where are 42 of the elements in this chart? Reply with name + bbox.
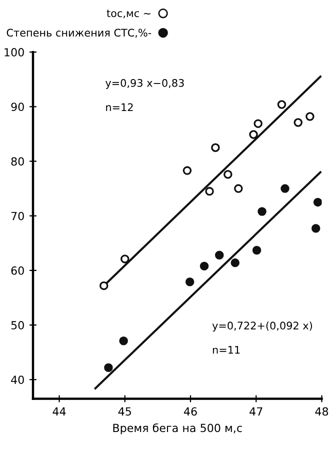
x-axis-title: Время бега на 500 м,с xyxy=(113,423,242,434)
legend-label: Степень снижения СТС,%- xyxy=(6,28,152,38)
annotation: y=0,722+(0,092 x) xyxy=(212,321,312,332)
point xyxy=(100,281,108,290)
point xyxy=(280,184,290,193)
point xyxy=(182,166,192,175)
legend-label: tос,мс ~ xyxy=(106,10,151,18)
point xyxy=(249,130,258,139)
y-tick-label: 50 xyxy=(11,320,24,330)
x-tick-label: 45 xyxy=(118,407,131,416)
y-tick-label: 90 xyxy=(11,102,24,112)
y-tick-label: 40 xyxy=(11,376,24,384)
point xyxy=(277,100,286,109)
annotation: n=11 xyxy=(212,346,240,354)
x-tick-label: 44 xyxy=(52,407,66,416)
point xyxy=(205,186,214,196)
x-tick-label: 48 xyxy=(315,407,328,416)
annotation: y=0,93 x−0,83 xyxy=(106,79,184,89)
y-tick-label: 70 xyxy=(11,212,24,220)
point xyxy=(311,224,320,233)
point xyxy=(200,262,209,270)
y-tick-label: 80 xyxy=(11,157,24,166)
point xyxy=(104,363,113,372)
point xyxy=(306,112,314,121)
annotation: n=12 xyxy=(106,103,133,112)
point xyxy=(254,119,262,128)
y-tick-label: 60 xyxy=(11,266,24,275)
point xyxy=(224,170,232,179)
point xyxy=(211,143,220,152)
x-tick-label: 46 xyxy=(184,407,197,416)
point xyxy=(234,184,243,193)
point xyxy=(294,118,302,127)
point xyxy=(215,250,224,260)
point xyxy=(252,246,262,255)
point xyxy=(258,207,266,216)
point xyxy=(313,198,322,207)
point xyxy=(120,254,130,264)
x-tick-label: 47 xyxy=(250,407,262,416)
y-tick-label: 100 xyxy=(4,48,24,56)
point xyxy=(185,278,194,286)
point xyxy=(230,258,240,268)
point xyxy=(119,336,128,346)
